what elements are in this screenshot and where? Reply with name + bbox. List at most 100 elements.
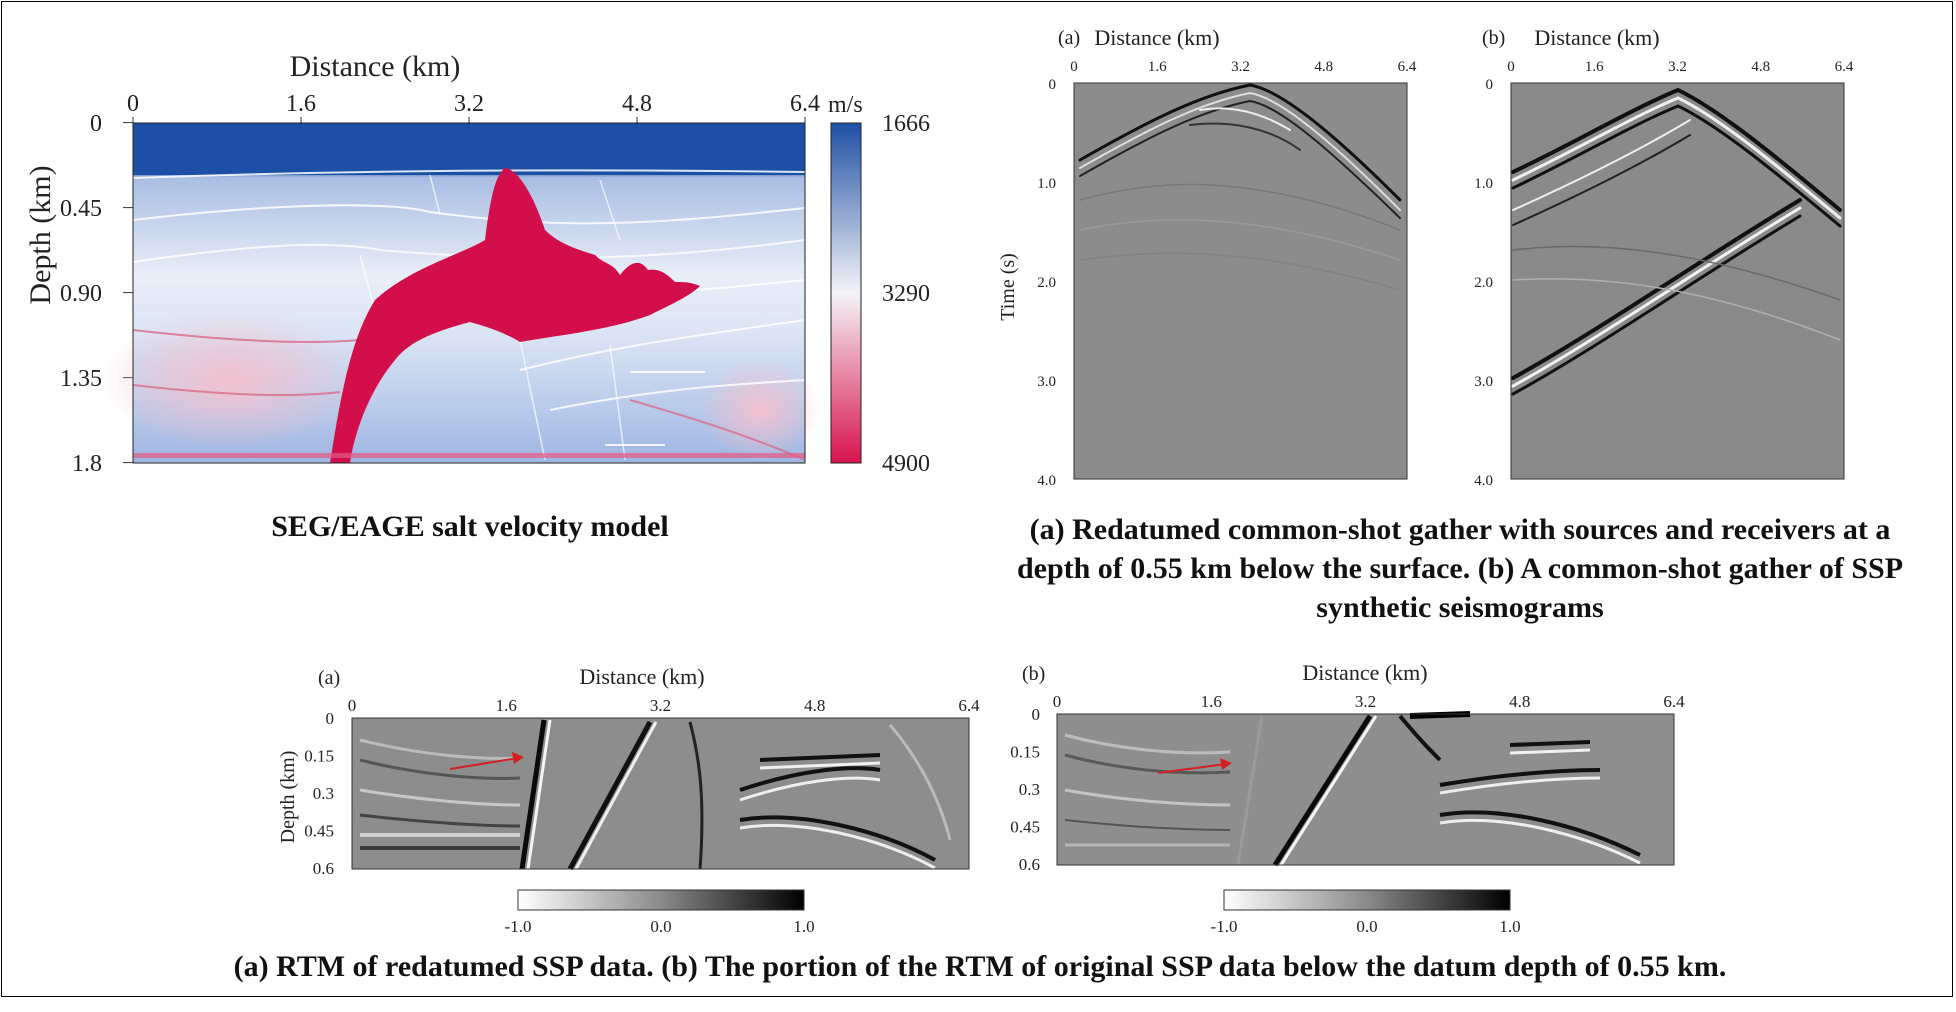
velocity-model-panel: Distance (km) Depth (km) 0 1.6 3.2 4.8 6.4 0… <box>24 50 930 477</box>
salt-body <box>330 168 700 463</box>
velocity-colorbar-ticks: 1666 3290 4900 <box>882 111 930 477</box>
gather-b-x-tick-4: 6.4 <box>1835 59 1854 75</box>
rtm-b-x-tick-0: 0 <box>1053 692 1062 711</box>
gather-a-image <box>1073 82 1408 480</box>
gather-b-y-tick-0: 0 <box>1486 77 1494 93</box>
rtm-a-x-tick-3: 4.8 <box>804 696 825 715</box>
gather-a-x-tick-1: 1.6 <box>1148 59 1167 75</box>
rtm-a-y-tick-0: 0 <box>326 709 335 728</box>
gather-b-y-tick-3: 3.0 <box>1474 374 1493 390</box>
velocity-y-axis-label: Depth (km) <box>24 165 57 304</box>
rtm-b-x-tick-3: 4.8 <box>1509 692 1530 711</box>
rtm-a-x-tick-2: 3.2 <box>650 696 671 715</box>
gather-a-x-tick-2: 3.2 <box>1231 59 1250 75</box>
velocity-x-tick-1: 1.6 <box>286 91 316 117</box>
velocity-y-tick-0: 0 <box>90 111 102 137</box>
gather-b-x-ticks: 0 1.6 3.2 4.8 6.4 <box>1507 59 1854 75</box>
velocity-colorbar-tick-1: 3290 <box>882 281 930 307</box>
rtm-b-x-axis-label: Distance (km) <box>1302 660 1427 685</box>
rtm-b-label: (b) <box>1022 663 1045 685</box>
rtm-a-x-ticks: 0 1.6 3.2 4.8 6.4 <box>348 696 980 715</box>
gather-a-x-axis-label: Distance (km) <box>1094 25 1219 50</box>
rtm-b-y-tick-2: 0.3 <box>1019 780 1040 799</box>
rtm-caption: (a) RTM of redatumed SSP data. (b) The p… <box>233 950 1727 983</box>
velocity-colorbar-tick-2: 4900 <box>882 451 930 477</box>
velocity-y-tick-2: 0.90 <box>60 281 102 307</box>
gathers-caption: (a) Redatumed common-shot gather with so… <box>1016 513 1904 624</box>
rtm-b-x-tick-4: 6.4 <box>1663 692 1685 711</box>
rtm-b-y-tick-0: 0 <box>1032 705 1041 724</box>
velocity-x-tick-4: 6.4 <box>790 91 820 117</box>
rtm-b-image <box>1056 711 1675 867</box>
rtm-a-colorbar-tick-2: 1.0 <box>793 917 814 936</box>
gather-a-y-tick-1: 1.0 <box>1037 176 1056 192</box>
velocity-x-ticks: 0 1.6 3.2 4.8 6.4 <box>127 91 820 123</box>
rtm-b-y-tick-4: 0.6 <box>1019 855 1040 874</box>
velocity-colorbar-tick-0: 1666 <box>882 111 930 137</box>
velocity-x-axis-label: Distance (km) <box>290 50 461 83</box>
rtm-a-y-tick-1: 0.15 <box>304 747 334 766</box>
velocity-y-tick-3: 1.35 <box>60 366 102 392</box>
rtm-a-x-tick-4: 6.4 <box>958 696 980 715</box>
rtm-b-arrow <box>1157 758 1232 774</box>
rtm-a-y-ticks: 0 0.15 0.3 0.45 0.6 <box>304 709 334 878</box>
gather-b-x-tick-1: 1.6 <box>1585 59 1604 75</box>
velocity-y-ticks: 0 0.45 0.90 1.35 1.8 <box>60 111 133 477</box>
rtm-a-colorbar: -1.0 0.0 1.0 <box>505 889 815 936</box>
velocity-y-tick-4: 1.8 <box>72 451 102 477</box>
gather-b-x-tick-2: 3.2 <box>1668 59 1687 75</box>
gather-b-x-tick-3: 4.8 <box>1751 59 1770 75</box>
rtm-b-panel: (b) Distance (km) 0 1.6 3.2 4.8 6.4 0 0.15 0.3… <box>1010 660 1685 936</box>
gather-a-label: (a) <box>1058 27 1080 49</box>
gather-b-y-tick-1: 1.0 <box>1474 176 1493 192</box>
gather-a-y-ticks: 0 1.0 2.0 3.0 4.0 <box>1037 77 1056 489</box>
velocity-colorbar-unit: m/s <box>828 92 863 118</box>
gather-b-y-tick-4: 4.0 <box>1474 473 1493 489</box>
rtm-b-colorbar-tick-1: 0.0 <box>1356 917 1377 936</box>
rtm-b-y-ticks: 0 0.15 0.3 0.45 0.6 <box>1010 705 1040 874</box>
rtm-b-colorbar-tick-2: 1.0 <box>1499 917 1520 936</box>
gather-a-panel: (a) Distance (km) Time (s) 0 1.6 3.2 4.8 6.4… <box>997 25 1417 489</box>
rtm-a-colorbar-ticks: -1.0 0.0 1.0 <box>505 917 815 936</box>
gather-a-y-tick-2: 2.0 <box>1037 275 1056 291</box>
rtm-b-colorbar: -1.0 0.0 1.0 <box>1211 889 1521 936</box>
gather-a-x-tick-4: 6.4 <box>1398 59 1417 75</box>
gather-b-y-ticks: 0 1.0 2.0 3.0 4.0 <box>1474 77 1493 489</box>
rtm-a-colorbar-tick-0: -1.0 <box>505 917 532 936</box>
rtm-a-panel: (a) Distance (km) Depth (km) 0 1.6 3.2 4.8 6… <box>277 664 980 936</box>
velocity-x-tick-0: 0 <box>127 91 139 117</box>
rtm-a-y-tick-2: 0.3 <box>313 784 334 803</box>
gather-b-image <box>1510 82 1845 480</box>
rtm-b-x-ticks: 0 1.6 3.2 4.8 6.4 <box>1053 692 1685 711</box>
rtm-b-y-tick-1: 0.15 <box>1010 743 1040 762</box>
rtm-b-colorbar-ticks: -1.0 0.0 1.0 <box>1211 917 1521 936</box>
rtm-a-y-axis-label: Depth (km) <box>277 751 299 844</box>
rtm-b-y-tick-3: 0.45 <box>1010 818 1040 837</box>
velocity-y-tick-1: 0.45 <box>60 196 102 222</box>
rtm-a-label: (a) <box>318 667 340 689</box>
rtm-b-x-tick-2: 3.2 <box>1355 692 1376 711</box>
gather-a-x-tick-0: 0 <box>1070 59 1078 75</box>
gather-a-y-axis-label: Time (s) <box>997 253 1019 321</box>
rtm-a-image <box>351 717 970 871</box>
velocity-x-tick-2: 3.2 <box>454 91 484 117</box>
rtm-a-y-tick-3: 0.45 <box>304 822 334 841</box>
rtm-a-x-axis-label: Distance (km) <box>579 664 704 689</box>
velocity-model-image <box>100 122 820 464</box>
gather-b-x-axis-label: Distance (km) <box>1534 25 1659 50</box>
gather-a-x-tick-3: 4.8 <box>1314 59 1333 75</box>
rtm-b-colorbar-tick-0: -1.0 <box>1211 917 1238 936</box>
gather-a-y-tick-3: 3.0 <box>1037 374 1056 390</box>
rtm-a-x-tick-0: 0 <box>348 696 357 715</box>
gather-a-x-ticks: 0 1.6 3.2 4.8 6.4 <box>1070 59 1417 75</box>
gather-b-y-tick-2: 2.0 <box>1474 275 1493 291</box>
gather-b-label: (b) <box>1482 27 1505 49</box>
gather-a-y-tick-4: 4.0 <box>1037 473 1056 489</box>
rtm-a-arrow <box>449 752 524 770</box>
velocity-model-caption: SEG/EAGE salt velocity model <box>271 510 669 543</box>
rtm-a-y-tick-4: 0.6 <box>313 859 334 878</box>
velocity-x-tick-3: 4.8 <box>622 91 652 117</box>
gather-b-panel: (b) Distance (km) 0 1.6 3.2 4.8 6.4 0 1.0 2.0 3… <box>1474 25 1854 489</box>
